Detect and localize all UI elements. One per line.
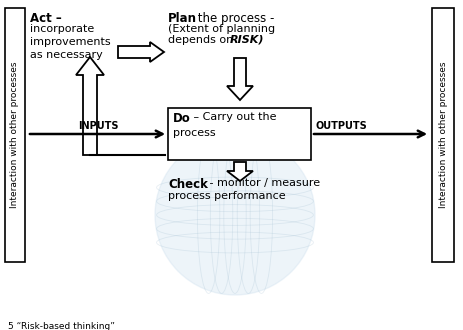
Polygon shape — [76, 57, 104, 155]
FancyBboxPatch shape — [168, 108, 311, 160]
Text: INPUTS: INPUTS — [78, 121, 118, 131]
Text: the process -: the process - — [194, 12, 275, 25]
Text: Check: Check — [168, 178, 208, 191]
Text: - monitor / measure: - monitor / measure — [206, 178, 320, 188]
Circle shape — [155, 135, 315, 295]
Text: depends on: depends on — [168, 35, 237, 45]
Polygon shape — [227, 58, 253, 100]
Polygon shape — [118, 42, 164, 62]
Text: Do: Do — [173, 112, 191, 125]
Text: (Extent of planning: (Extent of planning — [168, 24, 275, 34]
Text: OUTPUTS: OUTPUTS — [316, 121, 368, 131]
Text: Plan: Plan — [168, 12, 197, 25]
Text: incorporate
improvements
as necessary: incorporate improvements as necessary — [30, 24, 111, 60]
Text: Interaction with other processes: Interaction with other processes — [438, 62, 448, 208]
Text: 5 “Risk-based thinking”: 5 “Risk-based thinking” — [8, 322, 115, 330]
Text: RISK): RISK) — [230, 35, 264, 45]
Text: – Carry out the: – Carry out the — [190, 112, 276, 122]
Text: process: process — [173, 128, 216, 138]
Polygon shape — [227, 162, 253, 181]
FancyBboxPatch shape — [5, 8, 25, 262]
Text: process performance: process performance — [168, 191, 286, 201]
Text: Act –: Act – — [30, 12, 62, 25]
Text: Interaction with other processes: Interaction with other processes — [11, 62, 19, 208]
FancyBboxPatch shape — [432, 8, 454, 262]
